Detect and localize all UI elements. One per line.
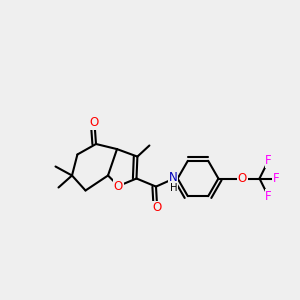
Text: O: O [238, 172, 247, 185]
Text: F: F [273, 172, 279, 185]
Text: O: O [153, 201, 162, 214]
Text: O: O [114, 179, 123, 193]
Text: O: O [90, 116, 99, 130]
Text: F: F [265, 190, 272, 203]
Text: H: H [170, 183, 177, 194]
Text: N: N [169, 171, 178, 184]
Text: F: F [265, 154, 272, 167]
